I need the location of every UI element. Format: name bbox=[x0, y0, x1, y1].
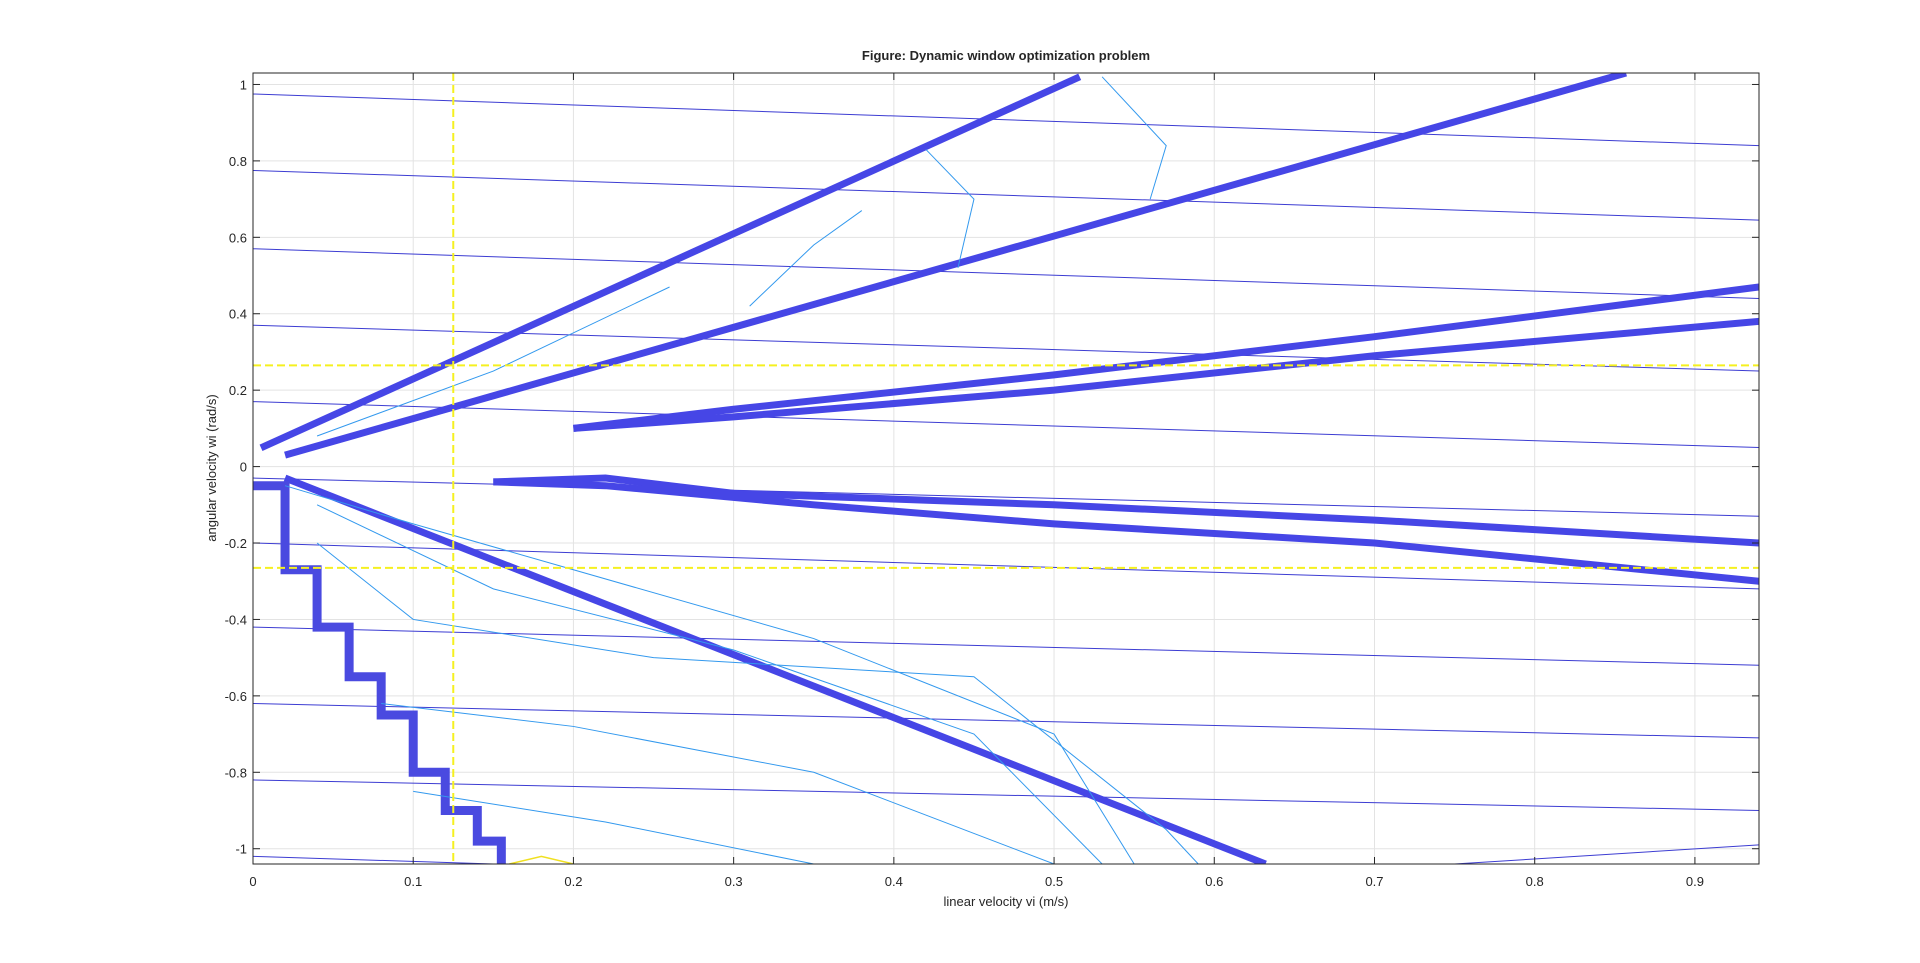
contour-line bbox=[253, 779, 1759, 812]
contour-line bbox=[925, 149, 975, 268]
x-tick-label: 0.4 bbox=[885, 874, 903, 889]
contour-line bbox=[509, 855, 574, 864]
contour-line bbox=[259, 73, 1082, 452]
y-tick-label: -0.2 bbox=[225, 536, 247, 551]
y-tick-label: -0.6 bbox=[225, 689, 247, 704]
x-tick-label: 0.1 bbox=[404, 874, 422, 889]
y-tick-label: -0.4 bbox=[225, 612, 247, 627]
contour-line bbox=[284, 485, 1135, 864]
contour-line bbox=[253, 324, 1759, 372]
x-tick-label: 0.6 bbox=[1205, 874, 1223, 889]
y-tick-label: 0 bbox=[240, 460, 247, 475]
x-tick-label: 0.3 bbox=[725, 874, 743, 889]
contour-line bbox=[253, 93, 1759, 147]
contour-line bbox=[749, 210, 863, 307]
y-tick-label: -0.8 bbox=[225, 765, 247, 780]
y-axis-label: angular velocity wi (rad/s) bbox=[204, 394, 219, 541]
contour-line bbox=[316, 286, 670, 437]
contour-line bbox=[1454, 844, 1759, 864]
contour-line bbox=[493, 478, 1759, 585]
contour-line bbox=[381, 703, 1055, 864]
x-tick-label: 0.9 bbox=[1686, 874, 1704, 889]
contour-line bbox=[253, 855, 494, 864]
contour-line bbox=[253, 542, 1759, 590]
contour-line bbox=[253, 248, 1759, 299]
contour-line bbox=[253, 481, 506, 864]
contour-line bbox=[253, 477, 1759, 517]
x-tick-label: 0.8 bbox=[1526, 874, 1544, 889]
contour-line bbox=[253, 401, 1759, 448]
x-tick-label: 0.5 bbox=[1045, 874, 1063, 889]
x-tick-label: 0.2 bbox=[564, 874, 582, 889]
y-tick-label: 0.4 bbox=[229, 307, 247, 322]
y-tick-label: 1 bbox=[240, 77, 247, 92]
contour-line bbox=[283, 474, 1267, 864]
contour-line bbox=[573, 317, 1759, 432]
x-tick-label: 0 bbox=[249, 874, 256, 889]
plot-area bbox=[253, 73, 1759, 864]
contour-line bbox=[253, 169, 1759, 221]
y-tick-label: 0.2 bbox=[229, 383, 247, 398]
contour-line bbox=[253, 703, 1759, 739]
y-tick-label: -1 bbox=[235, 842, 247, 857]
y-tick-label: 0.8 bbox=[229, 154, 247, 169]
x-tick-label: 0.7 bbox=[1365, 874, 1383, 889]
contour-line bbox=[284, 73, 1627, 459]
axes-box bbox=[252, 72, 1760, 865]
contour-line bbox=[316, 542, 1199, 864]
x-axis-label: linear velocity vi (m/s) bbox=[944, 894, 1069, 909]
contour-line bbox=[573, 283, 1759, 432]
contour-line bbox=[253, 626, 1759, 666]
contour-line bbox=[493, 474, 1759, 547]
contour-line bbox=[1101, 76, 1167, 200]
y-tick-label: 0.6 bbox=[229, 230, 247, 245]
chart-title: Figure: Dynamic window optimization prob… bbox=[862, 48, 1150, 63]
contour-line bbox=[413, 790, 814, 864]
contour-line bbox=[316, 504, 1103, 864]
